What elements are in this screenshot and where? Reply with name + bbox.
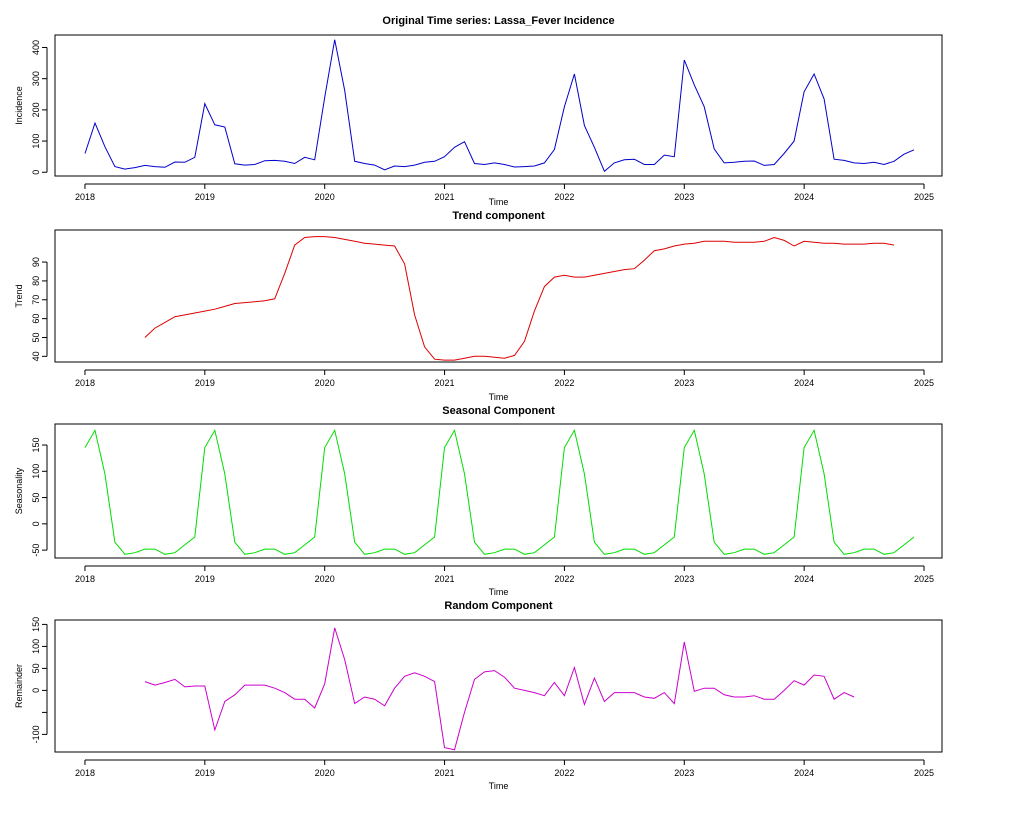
- x-tick-label: 2022: [554, 192, 574, 202]
- x-tick-label: 2025: [914, 768, 934, 778]
- panel-3: Seasonal Component 2018 2019 2020 2021 2022 20…: [14, 405, 943, 597]
- panel-1: Original Time series: Lassa_Fever Incide…: [14, 15, 943, 207]
- x-tick-label: 2023: [674, 574, 694, 584]
- y-tick-label: 200: [31, 102, 41, 117]
- series-line: [84, 39, 915, 173]
- y-tick-label: 150: [31, 617, 41, 632]
- y-tick-label: 80: [31, 276, 41, 286]
- y-tick-label: 300: [31, 71, 41, 86]
- x-tick-label: 2023: [674, 768, 694, 778]
- x-tick-label: 2022: [554, 768, 574, 778]
- y-axis-label: Remainder: [14, 664, 24, 708]
- y-tick-label: 50: [31, 332, 41, 342]
- plot-frame: [54, 619, 943, 753]
- panel-title: Trend component: [452, 210, 545, 222]
- x-tick-label: 2023: [674, 192, 694, 202]
- x-tick-label: 2018: [75, 574, 95, 584]
- x-tick-label: 2019: [195, 378, 215, 388]
- x-tick-label: 2021: [435, 192, 455, 202]
- y-tick-label: -50: [31, 544, 41, 557]
- x-axis-label: Time: [489, 587, 509, 597]
- x-tick-label: 2019: [195, 192, 215, 202]
- x-tick-label: 2023: [674, 378, 694, 388]
- panel-2: Trend component 2018 2019 2020 2021 2022 2023 2…: [14, 210, 943, 402]
- x-tick-label: 2021: [435, 378, 455, 388]
- panel-title: Original Time series: Lassa_Fever Incide…: [382, 15, 614, 27]
- x-tick-label: 2018: [75, 768, 95, 778]
- x-tick-label: 2025: [914, 574, 934, 584]
- plot-frame: [54, 423, 943, 559]
- x-axis-label: Time: [489, 781, 509, 791]
- x-tick-label: 2025: [914, 378, 934, 388]
- y-tick-label: 100: [31, 464, 41, 479]
- series-line: [84, 428, 915, 555]
- y-tick-label: -100: [31, 725, 41, 743]
- plot-frame: [54, 34, 943, 177]
- y-tick-label: 40: [31, 351, 41, 361]
- x-tick-label: 2018: [75, 192, 95, 202]
- panel-4: Random Component 2018 2019 2020 2021 2022 2023…: [14, 600, 943, 791]
- y-axis-label: Incidence: [14, 86, 24, 125]
- plot-frame: [54, 229, 943, 363]
- x-axis-label: Time: [489, 392, 509, 402]
- y-tick-label: 100: [31, 639, 41, 654]
- x-tick-label: 2020: [315, 574, 335, 584]
- y-tick-label: 0: [31, 521, 41, 526]
- y-tick-label: 0: [31, 688, 41, 693]
- y-axis-label: Seasonality: [14, 467, 24, 514]
- y-tick-label: 0: [31, 170, 41, 175]
- series-line: [144, 236, 895, 361]
- x-tick-label: 2020: [315, 192, 335, 202]
- y-tick-label: 50: [31, 493, 41, 503]
- x-tick-label: 2024: [794, 378, 814, 388]
- x-tick-label: 2025: [914, 192, 934, 202]
- panel-title: Seasonal Component: [442, 405, 555, 417]
- y-tick-label: 70: [31, 295, 41, 305]
- y-tick-label: 90: [31, 257, 41, 267]
- x-tick-label: 2024: [794, 768, 814, 778]
- y-axis-label: Trend: [14, 284, 24, 307]
- x-tick-label: 2018: [75, 378, 95, 388]
- y-tick-label: 400: [31, 40, 41, 55]
- x-axis-label: Time: [489, 197, 509, 207]
- x-tick-label: 2022: [554, 574, 574, 584]
- y-tick-label: 60: [31, 314, 41, 324]
- x-tick-label: 2019: [195, 768, 215, 778]
- x-tick-label: 2021: [435, 574, 455, 584]
- y-tick-label: 50: [31, 663, 41, 673]
- series-line: [144, 627, 855, 751]
- y-tick-label: 100: [31, 134, 41, 149]
- x-tick-label: 2020: [315, 378, 335, 388]
- y-tick-label: 150: [31, 438, 41, 453]
- x-tick-label: 2020: [315, 768, 335, 778]
- x-tick-label: 2022: [554, 378, 574, 388]
- panel-title: Random Component: [444, 600, 552, 612]
- x-tick-label: 2024: [794, 574, 814, 584]
- x-tick-label: 2019: [195, 574, 215, 584]
- x-tick-label: 2021: [435, 768, 455, 778]
- x-tick-label: 2024: [794, 192, 814, 202]
